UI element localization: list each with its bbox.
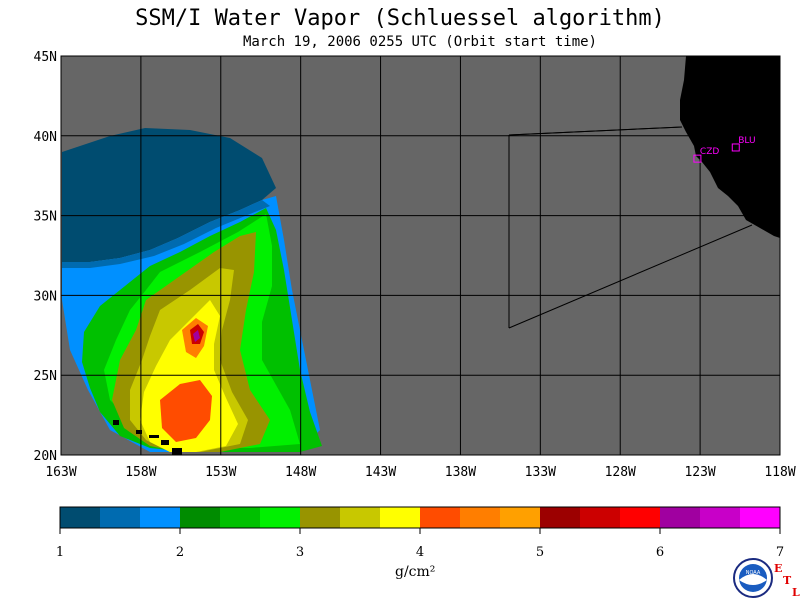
- colorbar-swatch: [380, 507, 420, 528]
- island-oahu: [136, 430, 142, 434]
- colorbar-swatch: [60, 507, 100, 528]
- domain-line-top: [508, 126, 683, 136]
- colorbar-tick-label: 5: [535, 545, 545, 560]
- etl-letter: L: [792, 586, 800, 599]
- station-marker: [731, 143, 740, 152]
- lat-tick-label: 40N: [34, 130, 57, 145]
- plot-area: CZD BLU: [60, 55, 781, 456]
- station-label: CZD: [700, 147, 719, 157]
- colorbar-swatch: [700, 507, 740, 528]
- water-vapor-swath: [62, 128, 322, 452]
- noaa-logo: NOAA: [733, 558, 773, 598]
- lon-tick-label: 143W: [365, 465, 396, 480]
- swath-dark-blue: [62, 128, 276, 262]
- colorbar-swatch: [740, 507, 780, 528]
- lon-tick-label: 163W: [45, 465, 76, 480]
- lat-tick-label: 20N: [34, 449, 57, 464]
- map-frame: [60, 55, 781, 456]
- etl-letter: T: [783, 574, 792, 587]
- colorbar-units: g/cm²: [395, 564, 436, 580]
- colorbar-swatch: [540, 507, 580, 528]
- lon-tick-label: 123W: [684, 465, 715, 480]
- island-maui: [161, 440, 169, 445]
- colorbar-swatch: [220, 507, 260, 528]
- lon-tick-label: 138W: [445, 465, 476, 480]
- island-kauai: [113, 420, 119, 425]
- colorbar-tick-label: 4: [415, 545, 425, 560]
- lat-axis-labels: 45N 40N 35N 30N 25N 20N: [34, 50, 57, 464]
- station-marker: [693, 154, 702, 163]
- lon-tick-label: 148W: [285, 465, 316, 480]
- lon-tick-label: 133W: [525, 465, 556, 480]
- lon-tick-label: 153W: [205, 465, 236, 480]
- colorbar-swatch: [340, 507, 380, 528]
- colorbar-swatch: [420, 507, 460, 528]
- map-subtitle: March 19, 2006 0255 UTC (Orbit start tim…: [242, 34, 597, 50]
- colorbar-swatch: [620, 507, 660, 528]
- colorbar-swatch: [500, 507, 540, 528]
- colorbar-swatch: [100, 507, 140, 528]
- lon-axis-labels: 163W 158W 153W 148W 143W 138W 133W 128W 123W 118W: [45, 465, 795, 480]
- lon-tick-label: 118W: [764, 465, 795, 480]
- lon-tick-label: 128W: [605, 465, 636, 480]
- colorbar-swatch: [260, 507, 300, 528]
- noaa-logo-bird: [739, 574, 767, 585]
- colorbar-tick-label: 7: [775, 545, 785, 560]
- colorbar: [59, 506, 781, 534]
- lat-tick-label: 30N: [34, 289, 57, 304]
- colorbar-swatch: [580, 507, 620, 528]
- island-hawaii: [172, 448, 182, 455]
- hawaiian-islands: [113, 420, 182, 455]
- colorbar-tick-label: 6: [655, 545, 665, 560]
- swath-orange-south: [160, 380, 212, 442]
- colorbar-swatch: [660, 507, 700, 528]
- colorbar-swatch: [180, 507, 220, 528]
- lat-tick-label: 25N: [34, 369, 57, 384]
- noaa-logo-text: NOAA: [746, 570, 761, 576]
- swath-mid-blue: [62, 200, 270, 268]
- colorbar-tick-label: 3: [295, 545, 305, 560]
- colorbar-swatch: [460, 507, 500, 528]
- colorbar-tick-label: 2: [175, 545, 185, 560]
- colorbar-tick-label: 1: [55, 545, 65, 560]
- colorbar-swatch: [300, 507, 340, 528]
- island-molokai: [149, 435, 159, 438]
- swath-magenta-core: [193, 330, 200, 342]
- lon-tick-label: 158W: [125, 465, 156, 480]
- station-label: BLU: [738, 136, 755, 146]
- colorbar-swatch: [140, 507, 180, 528]
- map-title: SSM/I Water Vapor (Schluessel algorithm): [135, 6, 665, 31]
- lat-tick-label: 35N: [34, 210, 57, 225]
- lat-tick-label: 45N: [34, 50, 57, 65]
- domain-line-bottom: [508, 224, 753, 329]
- land-california: [680, 56, 780, 238]
- stations-layer: CZD BLU: [693, 136, 756, 163]
- etl-letter: E: [774, 562, 783, 575]
